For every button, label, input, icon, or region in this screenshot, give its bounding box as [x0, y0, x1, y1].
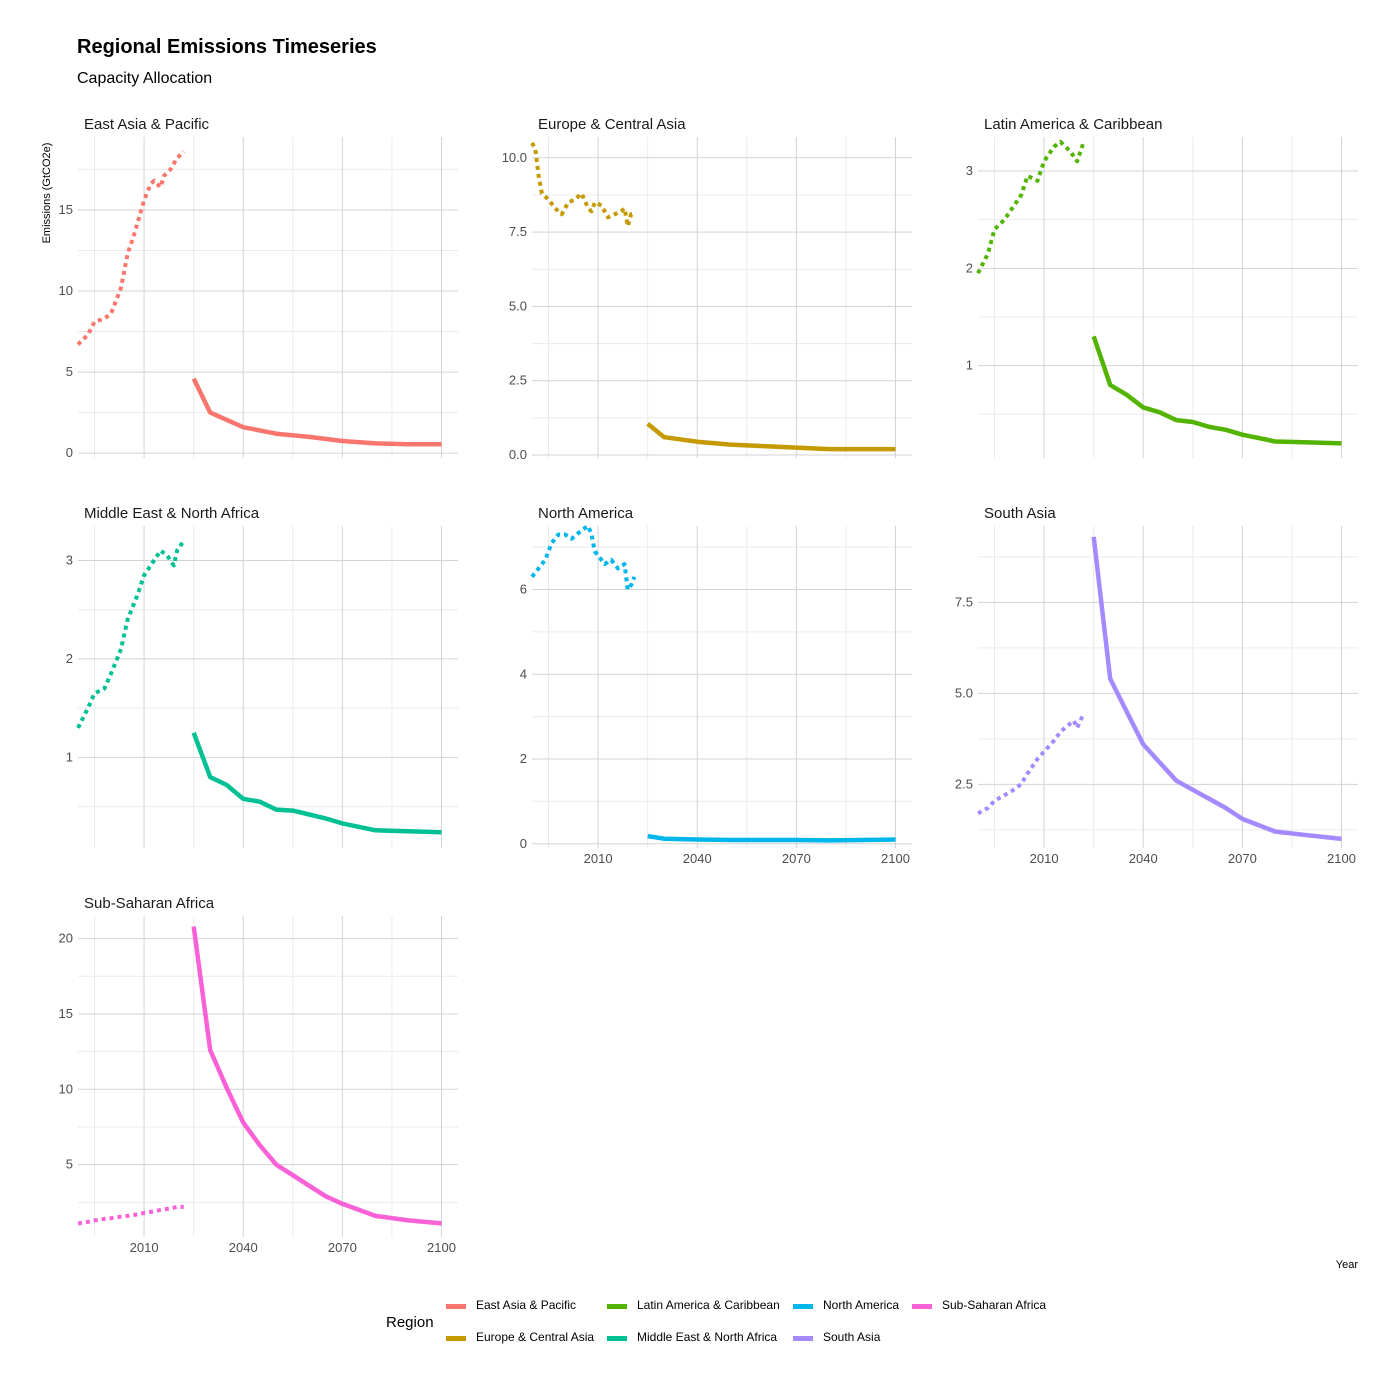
panel-europe-and-central-asia: Europe & Central Asia 0.0 2.5 5.0 7.5 10.0	[502, 116, 912, 462]
projection-line	[191, 377, 442, 447]
historical-line	[530, 524, 637, 592]
legend-key	[607, 1304, 627, 1309]
y-tick-label: 3	[66, 552, 73, 567]
x-tick-label: 2100	[427, 1240, 456, 1255]
y-tick-label: 10	[59, 283, 73, 298]
y-tick-label: 1	[966, 358, 973, 373]
legend-key	[912, 1304, 932, 1309]
x-tick-label: 2040	[1129, 851, 1158, 866]
x-tick-label: 2010	[584, 851, 613, 866]
y-tick-label: 0	[520, 836, 527, 851]
y-tick-label: 2	[66, 651, 73, 666]
legend-label: East Asia & Pacific	[476, 1298, 577, 1312]
legend-key	[446, 1336, 466, 1341]
x-tick-label: 2040	[683, 851, 712, 866]
y-tick-label: 2.5	[955, 776, 973, 791]
projection-line	[191, 732, 442, 835]
x-tick-label: 2040	[229, 1240, 258, 1255]
legend-label: Middle East & North Africa	[637, 1330, 778, 1344]
y-tick-label: 2.5	[509, 373, 527, 388]
historical-line	[76, 150, 186, 346]
panel-latin-america-and-caribbean: Latin America & Caribbean 1 2 3	[966, 116, 1358, 458]
historical-line	[976, 139, 1086, 275]
legend-key	[607, 1336, 627, 1341]
y-tick-label: 1	[66, 749, 73, 764]
panel-title: North America	[538, 505, 634, 522]
x-tick-label: 2070	[1228, 851, 1257, 866]
legend-label: Europe & Central Asia	[476, 1330, 595, 1344]
legend-label: North America	[823, 1298, 900, 1312]
y-tick-label: 7.5	[955, 594, 973, 609]
projection-line	[646, 422, 896, 452]
legend-key	[793, 1304, 813, 1309]
panel-sub-saharan-africa: Sub-Saharan Africa 5 10 15 20 2010 2040 2070 210…	[59, 895, 458, 1255]
x-tick-label: 2010	[130, 1240, 159, 1255]
x-tick-label: 2100	[881, 851, 910, 866]
y-tick-label: 5	[66, 1157, 73, 1172]
panel-title: South Asia	[984, 505, 1056, 522]
y-tick-label: 5.0	[955, 685, 973, 700]
chart-subtitle: Capacity Allocation	[77, 70, 213, 87]
y-tick-label: 0.0	[509, 447, 527, 462]
historical-line	[977, 712, 1086, 816]
projection-line	[191, 926, 442, 1226]
legend-title: Region	[386, 1314, 434, 1331]
panel-title: Latin America & Caribbean	[984, 116, 1162, 133]
y-tick-label: 5	[66, 364, 73, 379]
legend: Region East Asia & Pacific Europe & Centr…	[386, 1298, 1106, 1354]
panel-title: Middle East & North Africa	[84, 505, 260, 522]
y-tick-label: 4	[520, 666, 527, 681]
legend-label: Latin America & Caribbean	[637, 1298, 780, 1312]
projection-line	[1091, 536, 1342, 842]
y-tick-label: 0	[66, 445, 73, 460]
x-tick-label: 2100	[1327, 851, 1356, 866]
panel-title: East Asia & Pacific	[84, 116, 210, 133]
y-tick-label: 10	[59, 1081, 73, 1096]
y-tick-label: 2	[966, 260, 973, 275]
x-tick-label: 2070	[328, 1240, 357, 1255]
panel-title: Sub-Saharan Africa	[84, 895, 215, 912]
legend-label: Sub-Saharan Africa	[942, 1298, 1047, 1312]
panel-title: Europe & Central Asia	[538, 116, 686, 133]
y-axis-label: Emissions (GtCO2e)	[41, 143, 53, 244]
y-tick-label: 20	[59, 931, 73, 946]
panel-east-asia-and-pacific: East Asia & Pacific 0 5 10 15	[59, 116, 458, 460]
historical-line	[77, 1204, 184, 1226]
y-tick-label: 2	[520, 751, 527, 766]
y-tick-label: 10.0	[502, 150, 527, 165]
legend-key	[793, 1336, 813, 1341]
panel-north-america: North America 0 2 4 6 2010 2040 2070 2100	[520, 505, 912, 866]
y-tick-label: 7.5	[509, 224, 527, 239]
historical-line	[530, 141, 635, 229]
y-tick-label: 3	[966, 163, 973, 178]
legend-key	[446, 1304, 466, 1309]
chart-title: Regional Emissions Timeseries	[77, 36, 377, 58]
x-tick-label: 2010	[1030, 851, 1059, 866]
panel-south-asia: South Asia 2.5 5.0 7.5 2010 2040 2070 2100	[955, 505, 1358, 866]
legend-label: South Asia	[823, 1330, 881, 1344]
y-tick-label: 15	[59, 1006, 73, 1021]
x-axis-label: Year	[1336, 1259, 1359, 1271]
projection-line	[1091, 335, 1342, 446]
panel-middle-east-and-north-africa: Middle East & North Africa 1 2 3	[66, 505, 458, 848]
projection-line	[647, 833, 896, 843]
x-tick-label: 2070	[782, 851, 811, 866]
historical-line	[76, 539, 186, 729]
y-tick-label: 5.0	[509, 298, 527, 313]
y-tick-label: 6	[520, 582, 527, 597]
y-tick-label: 15	[59, 202, 73, 217]
